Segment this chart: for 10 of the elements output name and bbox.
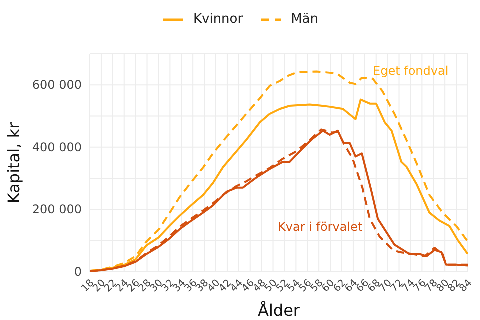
y-tick-label: 200 000 — [32, 202, 82, 217]
legend-label: Män — [291, 12, 319, 27]
y-axis-title: Kapital, kr — [4, 122, 24, 204]
y-tick-label: 400 000 — [32, 140, 82, 154]
y-tick-label: 0 — [74, 265, 82, 279]
annotation: Kvar i förvalet — [278, 220, 363, 235]
legend-label: Kvinnor — [193, 12, 244, 27]
annotation: Eget fondval — [373, 64, 449, 79]
x-axis-title: Ålder — [258, 301, 300, 320]
y-tick-label: 600 000 — [32, 78, 82, 92]
